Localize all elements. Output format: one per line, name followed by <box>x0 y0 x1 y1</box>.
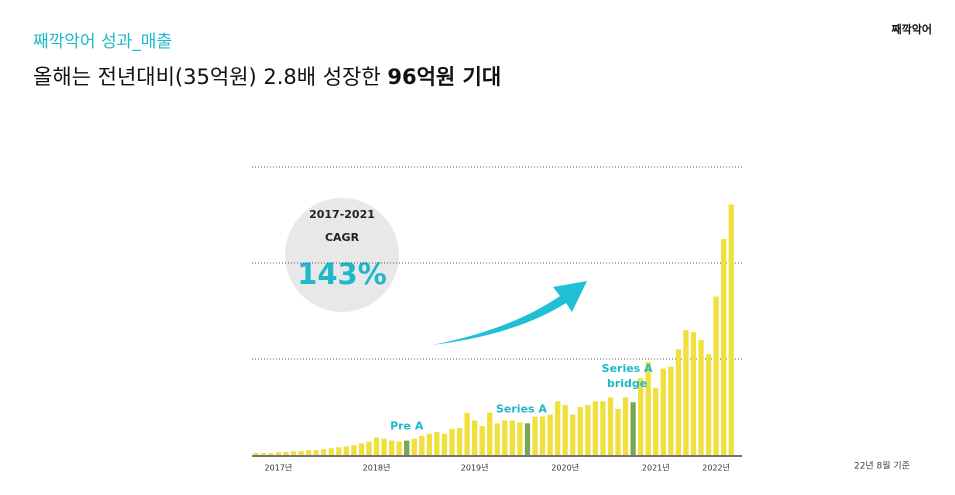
bar <box>253 453 259 455</box>
x-tick-label: 2018년 <box>363 463 391 473</box>
bar <box>645 361 651 455</box>
bar <box>479 426 485 455</box>
bar <box>434 431 440 455</box>
bar <box>577 407 583 455</box>
bar <box>358 443 365 455</box>
bar-chart: 2017년 2018년 2019년 2020년 2021년 2022년 Pre A Serie… <box>252 166 742 473</box>
bar <box>441 433 448 455</box>
x-tick-label: 2022년 <box>702 463 730 473</box>
bar <box>487 412 493 455</box>
bar <box>366 441 372 455</box>
bar <box>381 438 387 455</box>
x-tick-label: 2021년 <box>642 463 670 473</box>
bar <box>494 423 500 455</box>
bar <box>456 428 463 455</box>
bar <box>683 330 689 455</box>
bar <box>721 239 727 455</box>
bar <box>426 433 432 455</box>
bar <box>555 401 561 455</box>
bar <box>419 435 425 455</box>
footnote: 22년 8월 기준 <box>854 460 910 472</box>
bar <box>404 440 410 455</box>
callout-metric: CAGR <box>325 231 360 244</box>
title-text: 올해는 전년대비(35억원) 2.8배 성장한 <box>33 65 387 89</box>
x-tick-label: 2019년 <box>461 463 489 473</box>
bar <box>539 416 546 455</box>
annotation: bridge <box>607 377 647 390</box>
bar <box>660 368 666 455</box>
bar <box>622 397 629 455</box>
bar <box>464 412 470 455</box>
bar <box>502 420 508 455</box>
bar <box>471 420 478 455</box>
growth-arrow <box>432 281 587 345</box>
bar <box>305 450 312 455</box>
bar <box>698 339 704 455</box>
callout-value: 143% <box>297 257 387 291</box>
bar <box>517 422 523 455</box>
bar <box>675 349 682 455</box>
bar <box>690 332 697 455</box>
section-label: 째깍악어 성과_매출 <box>33 32 172 52</box>
bar <box>290 451 297 455</box>
title-bold: 96억원 기대 <box>387 65 501 89</box>
bar <box>705 354 712 455</box>
annotation: Series A <box>496 402 547 415</box>
bar <box>275 452 282 455</box>
bar <box>653 387 659 455</box>
bar <box>638 378 644 455</box>
bar <box>396 441 402 455</box>
bar <box>313 450 319 455</box>
bar <box>336 447 342 455</box>
bar <box>260 453 266 455</box>
bar <box>351 445 357 455</box>
bar <box>607 397 614 455</box>
callout-period: 2017-2021 <box>309 208 375 221</box>
bar <box>283 452 289 455</box>
bar <box>668 366 674 455</box>
bar <box>373 437 380 455</box>
bar <box>570 414 576 455</box>
bar <box>713 296 719 455</box>
x-tick-label: 2017년 <box>265 463 293 473</box>
annotation: Series A <box>602 362 653 375</box>
bar <box>562 405 568 455</box>
bar <box>630 402 636 455</box>
annotation: Pre A <box>390 420 424 433</box>
bar <box>600 401 606 455</box>
x-tick-label: 2020년 <box>551 463 579 473</box>
bar <box>411 438 417 455</box>
bar <box>343 446 349 455</box>
bar <box>585 405 591 455</box>
bar <box>321 449 327 455</box>
callout-circle <box>285 198 399 312</box>
bar <box>328 448 334 455</box>
bar <box>268 453 274 455</box>
bar <box>615 408 621 455</box>
slide-title: 올해는 전년대비(35억원) 2.8배 성장한 96억원 기대 <box>33 65 501 89</box>
bar <box>449 429 455 455</box>
bar <box>592 401 599 455</box>
bar <box>547 414 553 455</box>
bar <box>509 420 516 455</box>
bar <box>298 451 304 455</box>
bar <box>728 204 734 455</box>
bar <box>388 440 395 455</box>
bar <box>524 423 531 455</box>
logo: 째깍악어 <box>892 22 932 36</box>
bar <box>532 416 538 455</box>
